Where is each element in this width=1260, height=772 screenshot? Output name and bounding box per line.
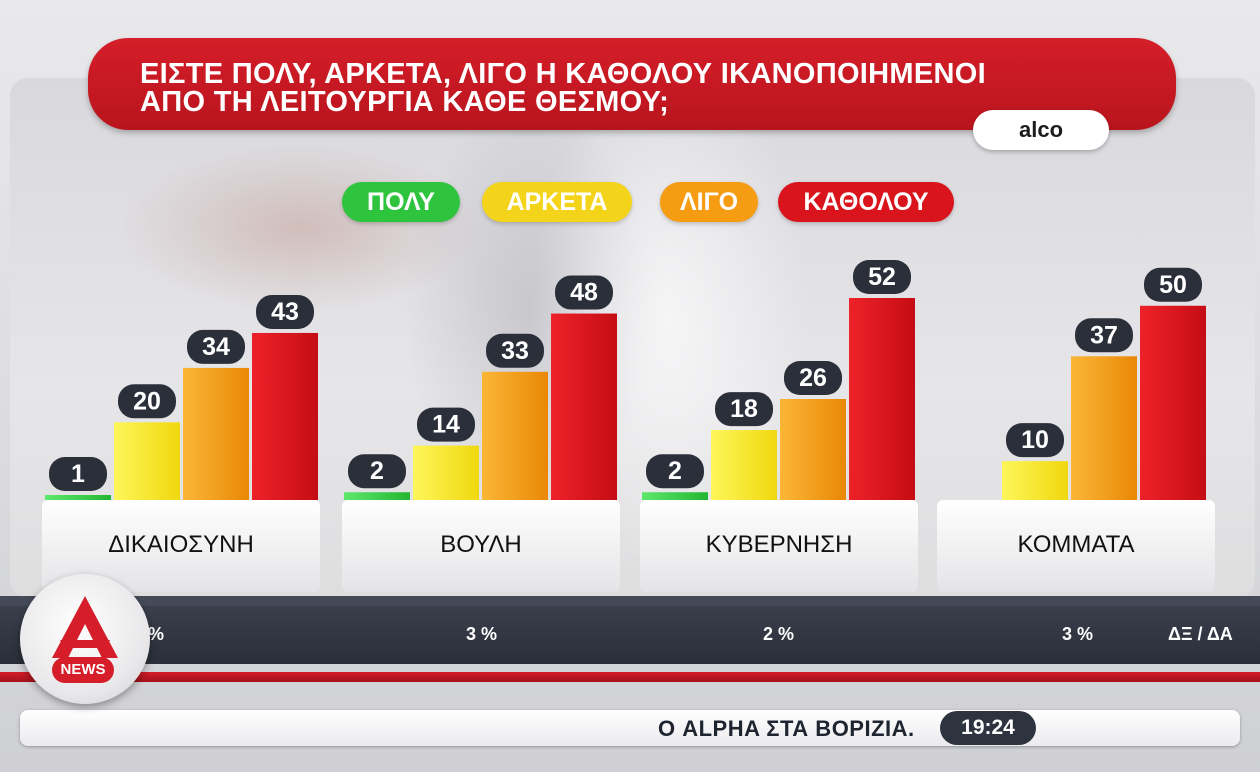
dont-know-title: ΔΞ / ΔΑ — [1168, 624, 1233, 644]
bar-arketa — [413, 445, 479, 500]
chart-title-line-2: ΑΠΟ ΤΗ ΛΕΙΤΟΥΡΓΙΑ ΚΑΘΕ ΘΕΣΜΟΥ; — [140, 86, 670, 118]
bar-ligo — [1071, 356, 1137, 500]
category-panel — [42, 500, 320, 592]
value-label-bg — [853, 260, 911, 294]
ticker-text: Ο ALPHA ΣΤΑ ΒΟΡΙΖΙΑ. — [658, 716, 915, 741]
category-label: ΔΙΚΑΙΟΣΥΝΗ — [108, 531, 254, 558]
value-label-bg — [486, 333, 544, 368]
value-label-bg — [1006, 423, 1064, 458]
category-panel — [342, 500, 620, 592]
bar-ligo — [780, 399, 846, 500]
dont-know-strip — [0, 606, 1260, 664]
bar-katholou — [849, 298, 915, 500]
clock: 19:24 — [940, 711, 1036, 745]
chart-title-line-1: ΕΙΣΤΕ ΠΟΛΥ, ΑΡΚΕΤΑ, ΛΙΓΟ Η ΚΑΘΟΛΟΥ ΙΚΑΝΟ… — [140, 58, 986, 90]
value-label: 1 — [71, 460, 85, 488]
category-label: ΒΟΥΛΗ — [440, 531, 522, 558]
bar-poly — [642, 492, 708, 500]
bar-poly — [344, 492, 410, 500]
value-label: 50 — [1159, 271, 1187, 299]
value-label: 26 — [799, 364, 827, 392]
value-label-bg — [187, 329, 245, 364]
legend-item-ligo: ΛΙΓΟ — [660, 182, 758, 222]
legend-item-arketa: ΑΡΚΕΤΑ — [482, 182, 632, 222]
dont-know-value: % — [148, 624, 165, 644]
value-label: 33 — [501, 337, 529, 365]
bar-arketa — [1002, 461, 1068, 500]
bar-poly — [45, 495, 111, 500]
chart-title: ΕΙΣΤΕ ΠΟΛΥ, ΑΡΚΕΤΑ, ΛΙΓΟ Η ΚΑΘΟΛΟΥ ΙΚΑΝΟ… — [140, 58, 1040, 118]
bar-arketa — [711, 430, 777, 500]
category-label: ΚΥΒΕΡΝΗΣΗ — [706, 531, 853, 558]
value-label: 43 — [271, 298, 299, 326]
value-label: 37 — [1090, 321, 1118, 349]
bar-arketa — [114, 422, 180, 500]
bar-ligo — [183, 367, 249, 500]
value-label: 2 — [370, 457, 384, 485]
channel-logo — [20, 574, 150, 704]
category-panel — [640, 500, 918, 592]
source-badge: alco — [973, 110, 1109, 150]
legend-item-katholou: ΚΑΘΟΛΟΥ — [778, 182, 954, 222]
value-label-bg — [49, 457, 107, 491]
value-label-bg — [555, 275, 613, 310]
value-label-bg — [715, 392, 773, 427]
value-label: 52 — [868, 263, 896, 291]
value-label-bg — [348, 454, 406, 489]
category-panel — [937, 500, 1215, 592]
value-label: 18 — [730, 395, 758, 423]
dont-know-value: 3 % — [1062, 624, 1094, 644]
value-label: 2 — [668, 457, 682, 485]
dont-know-value: 3 % — [466, 624, 498, 644]
value-label-bg — [1075, 318, 1133, 353]
red-divider — [0, 672, 1260, 682]
bar-katholou — [551, 313, 617, 500]
bar-katholou — [252, 332, 318, 500]
value-label-bg — [417, 407, 475, 442]
value-label: 48 — [570, 279, 598, 307]
value-label-bg — [118, 384, 176, 419]
category-label: ΚΟΜΜΑΤΑ — [1017, 531, 1134, 558]
news-badge: NEWS — [52, 657, 114, 683]
bar-ligo — [482, 371, 548, 500]
legend-item-poly: ΠΟΛΥ — [342, 182, 460, 222]
value-label-bg — [256, 294, 314, 329]
dont-know-value: 2 % — [763, 624, 795, 644]
value-label: 34 — [202, 333, 230, 361]
value-label: 10 — [1021, 426, 1049, 454]
news-ticker — [20, 710, 1240, 746]
value-label: 14 — [432, 411, 460, 439]
value-label-bg — [646, 454, 704, 489]
alpha-logo-icon — [52, 596, 118, 658]
value-label: 20 — [133, 387, 161, 415]
bar-katholou — [1140, 305, 1206, 500]
value-label-bg — [1144, 267, 1202, 302]
value-label-bg — [784, 361, 842, 395]
